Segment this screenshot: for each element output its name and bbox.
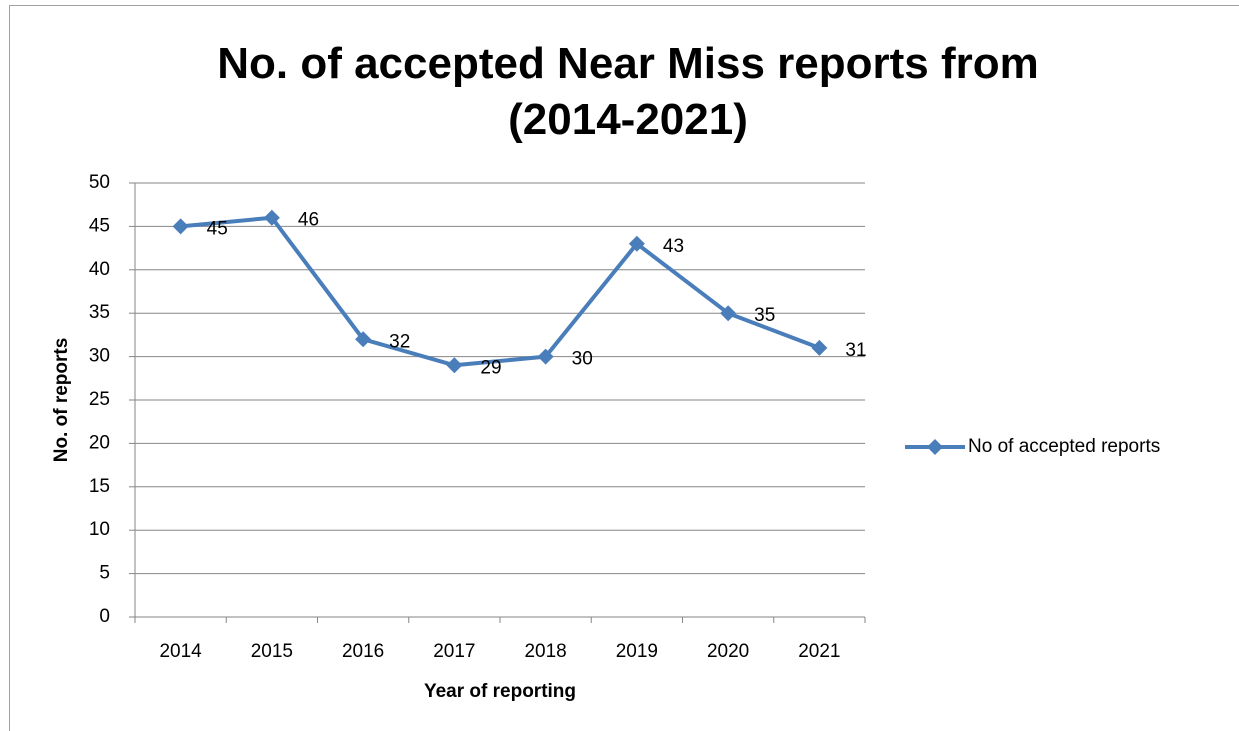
y-tick-label: 10 [89,519,110,540]
y-tick-label: 50 [89,172,110,193]
y-tick-label: 15 [89,476,110,497]
marker [355,331,372,348]
marker [446,357,463,374]
y-tick-label: 40 [89,259,110,280]
data-label: 35 [754,305,775,326]
legend-marker [927,439,943,455]
data-label: 43 [663,236,684,257]
marker [628,235,645,252]
x-tick-label: 2021 [798,641,840,662]
marker [537,348,554,365]
x-tick-label: 2019 [616,641,658,662]
marker [263,209,280,226]
data-label: 31 [845,340,866,361]
y-tick-label: 20 [89,432,110,453]
x-tick-label: 2014 [159,641,202,662]
chart-title: No. of accepted Near Miss reports from (… [217,39,1039,144]
x-tick-label: 2018 [524,641,566,662]
y-tick-label: 35 [89,302,110,323]
chart-border [9,5,1239,731]
y-tick-label: 45 [89,215,110,236]
x-tick-label: 2016 [342,641,384,662]
marker [720,305,737,322]
x-tick-label: 2017 [433,641,475,662]
x-tick-label: 2020 [707,641,749,662]
data-label: 45 [207,218,228,239]
marker [811,339,828,356]
y-tick-label: 30 [89,346,110,367]
data-label: 32 [389,331,410,352]
x-tick-label: 2015 [251,641,293,662]
marker [172,218,189,235]
y-tick-label: 5 [99,563,110,584]
y-tick-label: 25 [89,389,110,410]
series-line [180,215,821,368]
data-label: 46 [298,210,319,231]
y-axis-label: No. of reports [51,338,72,463]
x-axis-label: Year of reporting [424,681,576,702]
legend-label: No of accepted reports [968,436,1160,457]
y-tick-label: 0 [99,606,110,627]
data-label: 29 [480,357,501,378]
data-label: 30 [572,349,593,370]
